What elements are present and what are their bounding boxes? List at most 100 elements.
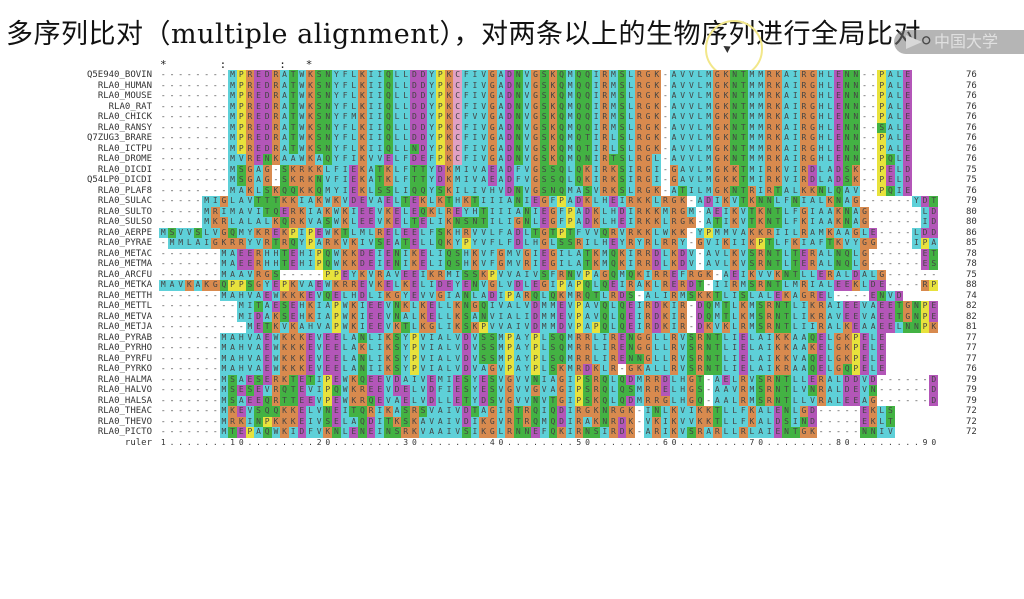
residue: F — [513, 175, 523, 186]
residue: A — [756, 364, 765, 375]
residue: Q — [323, 248, 333, 259]
residue: V — [678, 406, 688, 417]
residue: K — [773, 343, 783, 354]
residue: K — [626, 427, 636, 438]
residue: R — [574, 238, 584, 249]
residue: E — [306, 290, 315, 301]
residue: L — [366, 185, 376, 196]
residue: G — [669, 164, 679, 175]
residue: L — [721, 364, 731, 375]
residue: - — [204, 101, 210, 111]
residue: V — [505, 269, 514, 280]
residue: I — [461, 164, 471, 175]
residue: V — [479, 280, 488, 291]
residue: V — [687, 80, 696, 91]
residue: L — [349, 80, 359, 91]
residue: Y — [427, 101, 436, 112]
residue: K — [635, 227, 644, 238]
residue: - — [879, 395, 885, 405]
alignment-row: RLA0_THEVO - - - - - - - M R K I N P K K K E I V S E L A Q D I T K S K… — [0, 416, 1024, 427]
residue: A — [228, 269, 237, 280]
residue: - — [905, 280, 911, 289]
residue: G — [834, 353, 843, 364]
residue: A — [280, 101, 289, 112]
residue: R — [574, 406, 584, 417]
residue: D — [695, 311, 705, 322]
residue: D — [505, 70, 514, 81]
residue: G — [487, 143, 497, 154]
residue: T — [583, 248, 592, 259]
residue: A — [756, 406, 765, 417]
residue: R — [600, 154, 610, 165]
residue: E — [851, 395, 861, 406]
residue: Q — [583, 112, 592, 123]
residue: G — [557, 374, 566, 385]
residue: - — [178, 112, 184, 121]
residue: - — [221, 301, 227, 310]
residue: K — [557, 290, 566, 301]
residue: P — [436, 112, 445, 123]
residue: N — [323, 406, 333, 417]
residue: L — [496, 280, 506, 291]
residue: E — [245, 248, 255, 259]
alignment-row: RLA0_HALMA - - - - - - - M S A E S E R K T E T I P E W K Q E E V D A I… — [0, 374, 1024, 385]
residue: E — [401, 227, 411, 238]
residue: G — [557, 385, 566, 396]
residue: V — [479, 248, 488, 259]
residue: S — [280, 311, 289, 322]
residue: E — [314, 280, 324, 291]
residue: E — [903, 133, 913, 144]
residue: K — [557, 364, 566, 375]
residue: E — [254, 154, 263, 165]
residue: - — [688, 322, 694, 331]
residue: Q — [548, 290, 558, 301]
residue: E — [288, 311, 298, 322]
residue: L — [920, 206, 930, 217]
residue: D — [254, 311, 263, 322]
residue: - — [195, 353, 201, 363]
residue: N — [730, 143, 739, 154]
residue: - — [178, 122, 184, 132]
residue: T — [349, 406, 359, 417]
residue: L — [790, 395, 800, 406]
residue: D — [929, 227, 939, 238]
residue: E — [877, 343, 887, 354]
residue: R — [591, 374, 601, 385]
residue: M — [539, 301, 549, 312]
residue: Y — [332, 112, 341, 123]
residue: L — [721, 248, 731, 259]
residue: R — [764, 70, 774, 81]
residue: E — [816, 290, 826, 301]
residue: K — [635, 364, 644, 375]
residue: Y — [349, 269, 359, 280]
residue: - — [905, 395, 911, 405]
residue: H — [531, 238, 540, 249]
residue: K — [721, 70, 731, 81]
residue: G — [531, 385, 540, 396]
residue: S — [687, 332, 696, 343]
residue: D — [678, 259, 688, 270]
residue: - — [169, 343, 175, 352]
residue: T — [738, 154, 748, 165]
residue: L — [600, 206, 610, 217]
video-player-logo[interactable]: 中国大学 — [894, 30, 1024, 54]
residue: K — [306, 133, 315, 144]
residue: N — [323, 143, 333, 154]
residue: - — [662, 122, 668, 132]
residue: - — [195, 101, 201, 111]
residue: Q — [280, 217, 289, 228]
residue: - — [160, 122, 166, 132]
residue: G — [643, 164, 653, 175]
residue: I — [470, 143, 480, 154]
residue: V — [678, 416, 688, 427]
residue: R — [661, 269, 670, 280]
residue: L — [427, 196, 436, 207]
residue: L — [591, 353, 601, 364]
residue: D — [695, 301, 705, 312]
residue: P — [323, 395, 333, 406]
residue: . — [810, 437, 815, 447]
residue: V — [496, 374, 506, 385]
residue: E — [816, 343, 826, 354]
